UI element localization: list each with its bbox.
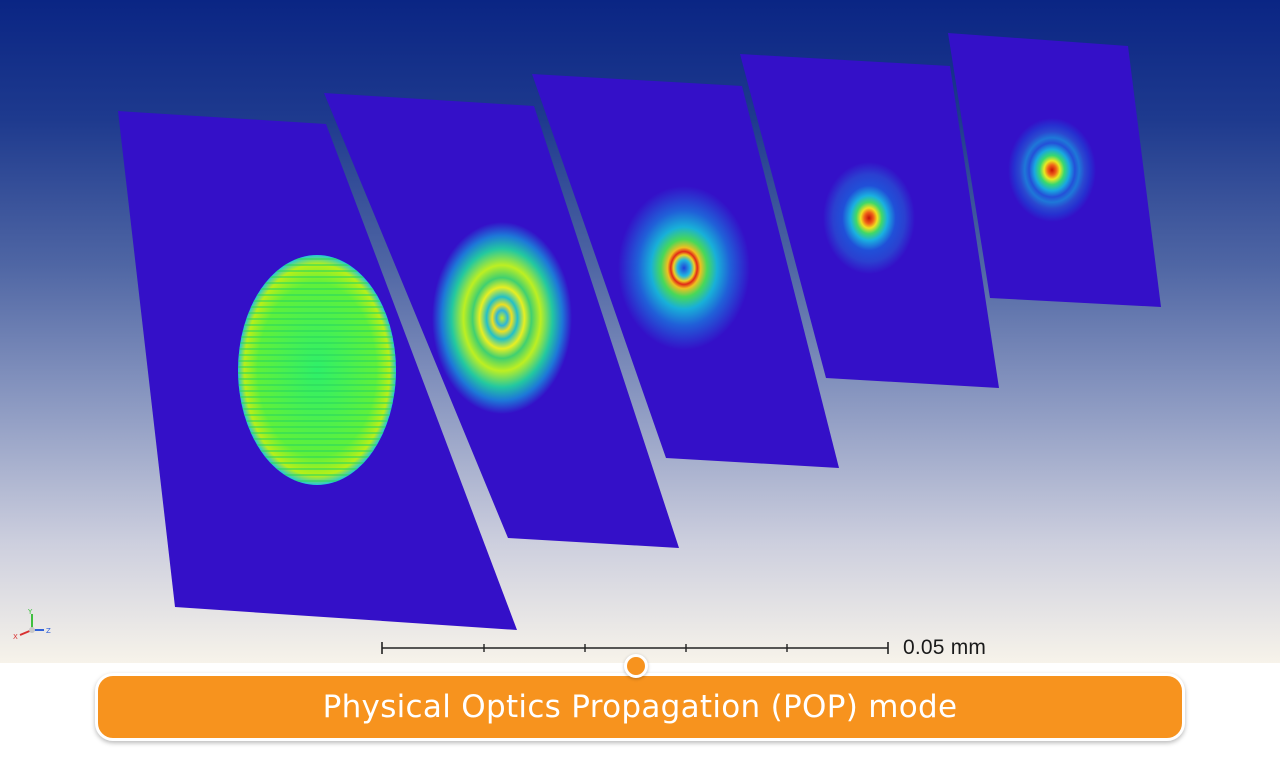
scale-bar-label: 0.05 mm (903, 636, 987, 659)
axis-z-label: Z (46, 627, 51, 635)
axis-triad-icon: Y Z X (13, 608, 51, 641)
axis-y-label: Y (27, 608, 33, 616)
beam-plane-1 (118, 111, 517, 630)
scale-bar (381, 642, 889, 654)
axis-x-label: X (13, 633, 18, 641)
caption-text: Physical Optics Propagation (POP) mode (322, 689, 958, 725)
beam-plane-5 (948, 33, 1161, 307)
beam-plane-2 (324, 93, 679, 548)
beam-planes-view (118, 33, 1161, 630)
caption-banner: Physical Optics Propagation (POP) mode (95, 673, 1185, 741)
connector-dot (624, 654, 648, 678)
viewport-3d[interactable]: Y Z X 0.05 mm (0, 0, 1280, 663)
beam-plane-4 (740, 54, 999, 388)
beam-plane-3 (532, 74, 839, 468)
